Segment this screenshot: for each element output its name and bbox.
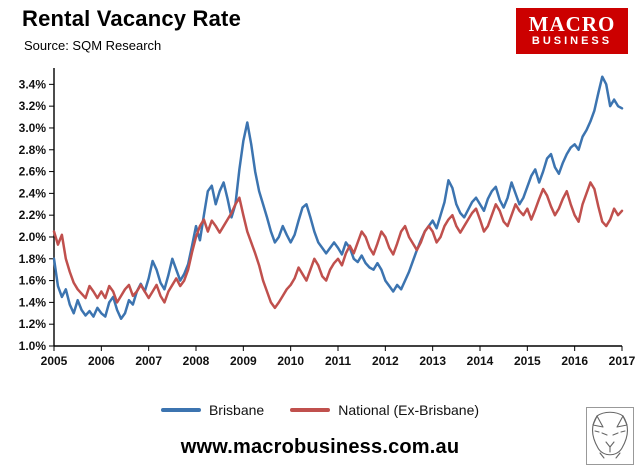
svg-text:1.4%: 1.4% (19, 295, 47, 309)
macrobusiness-logo: MACRO BUSINESS (516, 8, 628, 54)
svg-text:2013: 2013 (419, 354, 446, 368)
svg-text:2011: 2011 (325, 354, 351, 368)
svg-text:2015: 2015 (514, 354, 541, 368)
svg-text:1.2%: 1.2% (19, 317, 47, 331)
chart-legend: Brisbane National (Ex-Brisbane) (0, 398, 640, 422)
line-chart: 1.0% 1.2% 1.4% 1.6% 1.8% 2.0% 2.2% 2.4% 2.6% 2.8%… (4, 58, 636, 376)
legend-label-national: National (Ex-Brisbane) (338, 402, 480, 418)
wolf-icon (592, 411, 628, 459)
svg-text:1.8%: 1.8% (19, 252, 47, 266)
svg-text:1.6%: 1.6% (19, 274, 47, 288)
wolf-logo-box (586, 407, 634, 465)
svg-text:2010: 2010 (277, 354, 304, 368)
footer: www.macrobusiness.com.au (0, 430, 640, 464)
logo-text-business: BUSINESS (531, 35, 613, 48)
svg-text:2005: 2005 (41, 354, 68, 368)
svg-text:3.4%: 3.4% (19, 77, 47, 91)
svg-text:2016: 2016 (561, 354, 588, 368)
chart-canvas: 1.0% 1.2% 1.4% 1.6% 1.8% 2.0% 2.2% 2.4% 2.6% 2.8%… (19, 68, 636, 368)
brisbane-line-swatch (160, 408, 201, 412)
svg-text:2.4%: 2.4% (19, 186, 47, 200)
source-note: Source: SQM Research (24, 38, 162, 53)
svg-text:2006: 2006 (88, 354, 115, 368)
svg-text:2.2%: 2.2% (19, 208, 47, 222)
svg-text:2007: 2007 (135, 354, 162, 368)
svg-text:3.0%: 3.0% (19, 121, 47, 135)
legend-item-national: National (Ex-Brisbane) (290, 402, 479, 418)
svg-text:2017: 2017 (609, 354, 636, 368)
site-url: www.macrobusiness.com.au (180, 435, 460, 458)
svg-text:2.0%: 2.0% (19, 230, 47, 244)
svg-text:1.0%: 1.0% (19, 339, 47, 353)
svg-text:2014: 2014 (467, 354, 494, 368)
svg-text:2.8%: 2.8% (19, 143, 47, 157)
svg-text:2012: 2012 (372, 354, 399, 368)
chart-header: Rental Vacancy Rate Source: SQM Research (22, 6, 241, 53)
legend-item-brisbane: Brisbane (160, 402, 265, 418)
logo-text-macro: MACRO (528, 12, 616, 37)
svg-text:2.6%: 2.6% (19, 165, 47, 179)
svg-text:3.2%: 3.2% (19, 99, 47, 113)
svg-text:2009: 2009 (230, 354, 257, 368)
svg-text:2008: 2008 (183, 354, 210, 368)
page-title: Rental Vacancy Rate (22, 6, 242, 31)
legend-label-brisbane: Brisbane (208, 402, 265, 418)
national-line-swatch (290, 408, 331, 412)
